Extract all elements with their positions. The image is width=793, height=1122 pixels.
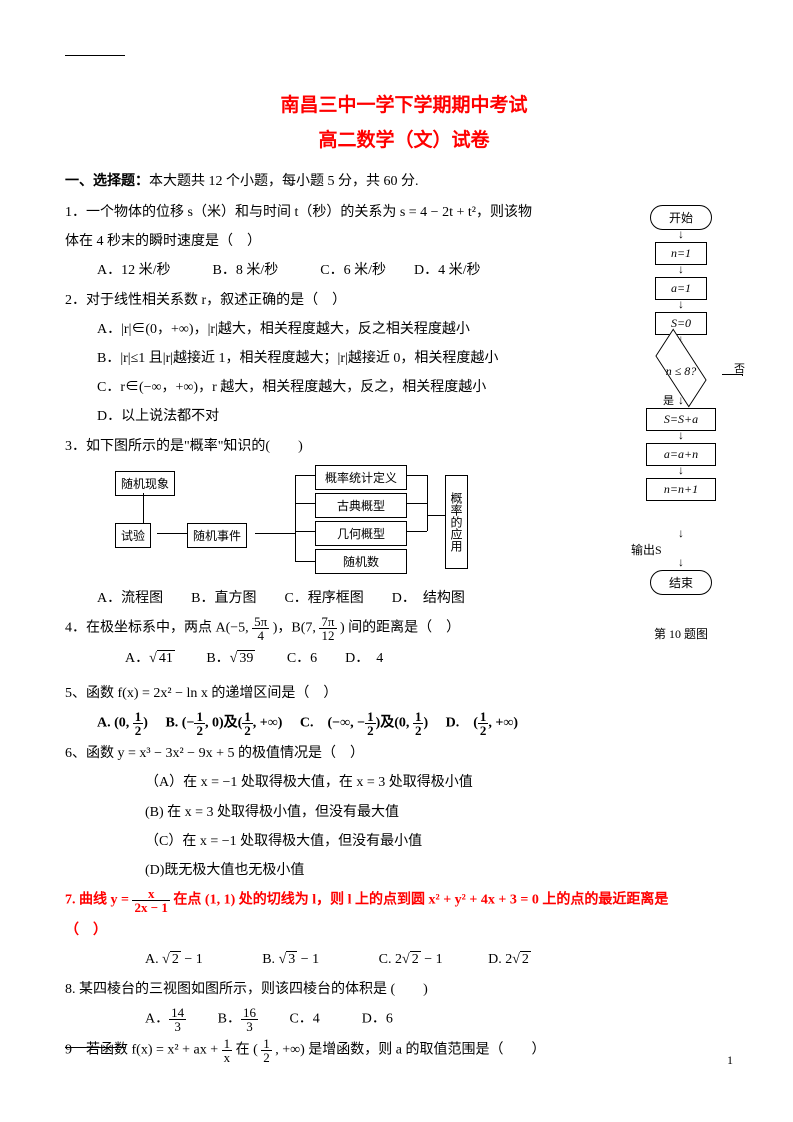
q2-opt-a: A．|r|∈(0，+∞)，|r|越大，相关程度越大，反之相关程度越小 [65, 317, 610, 342]
fc-caption: 第 10 题图 [611, 625, 751, 642]
question-6: 6、函数 y = x³ − 3x² − 9x + 5 的极值情况是（ ） [65, 741, 610, 766]
exam-title: 南昌三中一学下学期期中考试 [65, 90, 743, 117]
q7-label: 7. [65, 893, 79, 908]
arrow-icon [611, 300, 751, 312]
fc-end: 结束 [650, 570, 712, 595]
q1-text-a: 1．一个物体的位移 s（米）和与时间 t（秒）的关系为 s = 4 − 2t +… [65, 205, 532, 220]
exam-subtitle: 高二数学（文）试卷 [65, 125, 743, 152]
d3-box-prob-def: 概率统计定义 [315, 465, 407, 490]
section-head-bold: 一、选择题： [65, 174, 149, 189]
q5-options: A. (0, 12) B. (−12, 0)及(12, +∞) C. (−∞, … [65, 710, 610, 737]
fc-decision: n ≤ 8? 否 是 [611, 352, 751, 396]
question-7: 7. 曲线 y = x2x − 1 在点 (1, 1) 处的切线为 l，则 l … [65, 887, 743, 914]
d3-box-experiment: 试验 [115, 523, 151, 548]
q3-diagram: 随机现象 试验 随机事件 概率统计定义 古典概型 几何概型 随机数 概率的应用 [115, 465, 535, 580]
q4-frac2: 7π12 [319, 615, 336, 642]
q4-text-a: 4．在极坐标系中，两点 A(−5, [65, 621, 252, 636]
question-8: 8. 某四棱台的三视图如图所示，则该四棱台的体积是 ( ) [65, 977, 743, 1002]
footer-rule [65, 1047, 125, 1048]
d3-box-random-num: 随机数 [315, 549, 407, 574]
q2-opt-c: C．r∈(−∞，+∞)，r 越大，相关程度越大，反之，相关程度越小 [65, 375, 610, 400]
d3-box-random-event: 随机事件 [187, 523, 247, 548]
exam-page: 南昌三中一学下学期期中考试 高二数学（文）试卷 一、选择题：本大题共 12 个小… [0, 0, 793, 1098]
q7-options: A. √2 − 1 B. √3 − 1 C. 2√2 − 1 D. 2√2 [65, 947, 743, 972]
d3-box-classical: 古典概型 [315, 493, 407, 518]
q2-opt-d: D．以上说法都不对 [65, 404, 610, 429]
q6-opt-b: (B) 在 x = 3 处取得极小值，但没有最大值 [65, 800, 610, 825]
q4-text-b: )，B(7, [273, 621, 320, 636]
q6-opt-c: （C）在 x = −1 处取得极大值，但没有最小值 [65, 829, 610, 854]
q3-options: A．流程图 B．直方图 C．程序框图 D． 结构图 [65, 586, 610, 611]
q4-text-c: ) 间的距离是（ ） [340, 621, 460, 636]
arrow-icon [611, 431, 751, 443]
q6-opt-a: （A）在 x = −1 处取得极大值，在 x = 3 处取得极小值 [65, 770, 610, 795]
q7-blank: （ ） [65, 918, 743, 943]
arrow-icon [611, 466, 751, 478]
question-9: 9 若函数 f(x) = x² + ax + 1x 在 ( 12 , +∞) 是… [65, 1037, 743, 1064]
fc-output: 输出S [629, 541, 714, 558]
arrow-icon [611, 265, 751, 277]
q2-opt-b: B．|r|≤1 且|r|越接近 1，相关程度越大；|r|越接近 0，相关程度越小 [65, 346, 610, 371]
arrow-icon [611, 529, 751, 541]
section-head-rest: 本大题共 12 个小题，每小题 5 分，共 60 分. [149, 174, 419, 189]
q1-text-b: 体在 4 秒末的瞬时速度是（ ） [65, 229, 610, 254]
page-number: 1 [727, 1053, 733, 1068]
q6-opt-d: (D)既无极大值也无极小值 [65, 858, 610, 883]
q4-frac1: 5π4 [252, 615, 269, 642]
question-column: 1．一个物体的位移 s（米）和与时间 t（秒）的关系为 s = 4 − 2t +… [65, 200, 610, 883]
arrow-icon [611, 396, 751, 408]
d3-box-random-phenomenon: 随机现象 [115, 471, 175, 496]
question-4: 4．在极坐标系中，两点 A(−5, 5π4 )，B(7, 7π12 ) 间的距离… [65, 615, 610, 642]
question-2: 2．对于线性相关系数 r，叙述正确的是（ ） [65, 288, 610, 313]
arrow-icon [611, 558, 751, 570]
fc-nn1: n=n+1 [646, 478, 716, 501]
q4-options: A．√41 B．√39 C．6 D． 4 [65, 646, 610, 671]
d3-box-application: 概率的应用 [445, 475, 468, 569]
d3-box-geometric: 几何概型 [315, 521, 407, 546]
q1-options: A．12 米/秒 B．8 米/秒 C．6 米/秒 D．4 米/秒 [65, 258, 610, 283]
flowchart-q10: 开始 n=1 a=1 S=0 n ≤ 8? 否 是 S=S+a a=a+n n=… [611, 205, 751, 642]
header-rule [65, 55, 125, 56]
arrow-icon [611, 230, 751, 242]
question-1: 1．一个物体的位移 s（米）和与时间 t（秒）的关系为 s = 4 − 2t +… [65, 200, 610, 225]
q8-options: A．143 B．163 C．4 D．6 [65, 1006, 743, 1033]
question-5: 5、函数 f(x) = 2x² − ln x 的递增区间是（ ） [65, 681, 610, 706]
section-heading: 一、选择题：本大题共 12 个小题，每小题 5 分，共 60 分. [65, 170, 743, 190]
question-3: 3．如下图所示的是"概率"知识的( ) [65, 434, 610, 459]
